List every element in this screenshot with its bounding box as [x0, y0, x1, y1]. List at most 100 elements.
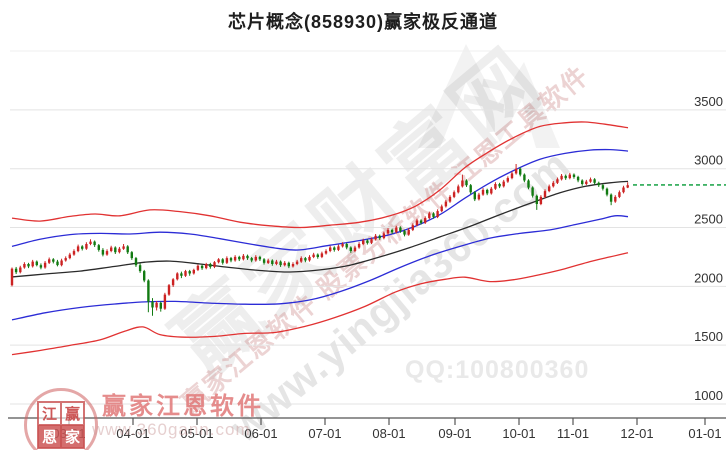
candle-body [188, 271, 191, 274]
candle-body [196, 265, 200, 270]
candle-body [589, 179, 592, 182]
watermark-logo-mountain [418, 44, 560, 148]
candle-body [465, 180, 468, 186]
candle-body [395, 227, 398, 233]
candle-body [626, 185, 629, 188]
candle-body [52, 259, 55, 262]
candle-body [469, 185, 472, 193]
candle-body [457, 186, 460, 193]
candle-body [118, 248, 121, 253]
candle-body [535, 195, 538, 204]
candle-body [85, 244, 88, 249]
candle-body [130, 252, 133, 259]
candle-body [225, 258, 229, 263]
y-axis-label: 2500 [694, 212, 723, 227]
candle-body [514, 168, 518, 174]
channel-line-upper_red [11, 121, 629, 229]
candle-body [477, 194, 481, 200]
candle-body [543, 191, 547, 197]
seal-char: 江 [38, 402, 61, 425]
candle-body [242, 255, 245, 260]
candle-body [403, 231, 406, 235]
candle-body [461, 180, 464, 187]
candle-body [213, 262, 216, 267]
seal-char: 赢 [61, 402, 84, 425]
candle-body [89, 241, 92, 244]
candle-body [390, 229, 394, 233]
candle-body [176, 273, 179, 280]
candle-body [283, 262, 286, 266]
candle-body [362, 240, 365, 244]
x-axis-label: 11-01 [557, 426, 589, 441]
candle-body [494, 184, 497, 189]
candle-body [155, 302, 158, 308]
candle-body [506, 178, 509, 182]
candle-body [490, 188, 493, 194]
candle-body [498, 184, 501, 187]
candle-body [386, 229, 390, 234]
candle-body [378, 235, 381, 239]
candle-body [19, 267, 22, 273]
candle-body [254, 256, 257, 261]
candle-body [287, 262, 290, 267]
candle-body [548, 186, 551, 192]
candle-body [605, 188, 609, 195]
candle-body [233, 256, 237, 261]
channel-line-upper_blue [11, 148, 629, 251]
channel-line-lower_blue [11, 215, 629, 321]
candle-body [262, 259, 266, 263]
candle-body [349, 247, 352, 251]
candle-body [295, 261, 299, 264]
candle-body [432, 213, 435, 217]
candle-body [436, 211, 439, 217]
candle-body [171, 279, 175, 286]
candle-body [357, 244, 361, 248]
candle-body [527, 180, 530, 188]
candle-body [353, 247, 357, 251]
candle-body [320, 253, 324, 257]
candle-body [122, 246, 125, 249]
x-axis-label: 09-01 [438, 426, 471, 441]
x-axis-label: 07-01 [308, 426, 341, 441]
candle-body [370, 239, 373, 243]
candle-body [68, 254, 71, 259]
candle-body [531, 187, 534, 196]
candle-body [31, 261, 34, 267]
candle-body [221, 259, 224, 263]
candle-body [316, 254, 319, 257]
candle-body [560, 175, 563, 180]
candle-body [271, 260, 274, 264]
y-axis-label: 1500 [694, 329, 723, 344]
candle-body [424, 218, 427, 223]
candle-body [43, 262, 47, 268]
x-axis-label: 06-01 [244, 426, 277, 441]
candle-body [97, 245, 100, 250]
candle-body [23, 264, 26, 268]
candle-body [167, 285, 171, 295]
candle-body [452, 192, 456, 197]
candle-body [366, 240, 369, 243]
candle-body [382, 233, 386, 239]
candle-body [114, 247, 117, 253]
candle-body [205, 264, 208, 269]
candle-body [523, 174, 526, 181]
candle-body [134, 258, 138, 266]
candle-body [56, 261, 59, 266]
candle-body [481, 189, 485, 195]
candle-body [519, 168, 522, 175]
candle-body [576, 176, 580, 181]
x-axis-label: 04-01 [116, 426, 149, 441]
candle-body [267, 260, 270, 263]
candle-body [275, 261, 278, 264]
candle-body [14, 268, 18, 273]
brand-seal-logo: 江 赢 恩 家 [24, 388, 98, 450]
candle-body [312, 254, 315, 257]
candle-body [448, 196, 452, 202]
candle-body [440, 206, 443, 212]
candle-body [622, 187, 625, 193]
candle-body [76, 246, 80, 252]
candle-body [184, 271, 187, 276]
candle-body [411, 225, 414, 230]
candle-body [279, 261, 282, 266]
